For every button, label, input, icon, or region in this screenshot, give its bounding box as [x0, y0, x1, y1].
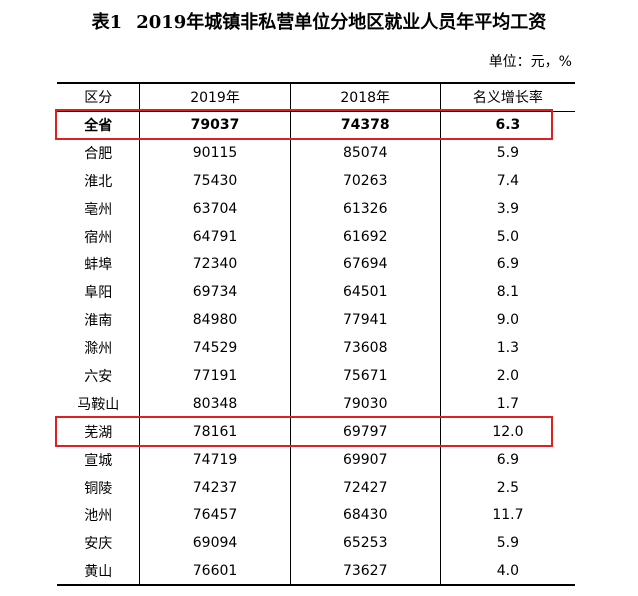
wage-2019-cell: 80348: [139, 389, 291, 418]
table-row: 淮南 84980 77941 9.0: [57, 306, 575, 335]
table-row: 亳州 63704 61326 3.9: [57, 194, 575, 223]
wage-2019-cell: 76457: [139, 501, 291, 530]
table-title-text: 2019年城镇非私营单位分地区就业人员年平均工资: [136, 12, 547, 33]
wage-2019-cell: 79037: [139, 111, 291, 139]
growth-rate-cell: 1.7: [439, 389, 575, 418]
page-title: 表1 2019年城镇非私营单位分地区就业人员年平均工资: [0, 8, 638, 34]
region-cell: 池州: [84, 508, 113, 525]
region-cell: 淮北: [84, 173, 113, 190]
wage-2019-cell: 63704: [139, 194, 291, 223]
wage-2019-cell: 72340: [139, 250, 291, 279]
header-region: 区分: [57, 82, 140, 112]
wage-2018-cell: 73627: [289, 557, 441, 587]
header-row: 区分 2019年 2018年 名义增长率: [57, 82, 575, 112]
table-row: 阜阳 69734 64501 8.1: [57, 278, 575, 307]
table-number: 表1: [91, 12, 123, 33]
table-row: 合肥 90115 85074 5.9: [57, 138, 575, 167]
table-row: 马鞍山 80348 79030 1.7: [57, 389, 575, 418]
growth-rate-cell: 5.9: [439, 529, 575, 558]
wage-2018-cell: 74378: [289, 111, 441, 139]
header-growth-rate: 名义增长率: [439, 82, 575, 112]
wage-2018-cell: 85074: [289, 138, 441, 167]
region-cell: 蚌埠: [84, 257, 113, 274]
region-cell: 黄山: [57, 557, 140, 587]
region-cell: 铜陵: [84, 480, 113, 497]
wage-2018-cell: 70263: [289, 166, 441, 195]
wage-2018-cell: 77941: [289, 306, 441, 335]
wage-2018-cell: 61692: [289, 222, 441, 251]
growth-rate-cell: 6.9: [439, 250, 575, 279]
region-cell: 淮南: [84, 313, 113, 330]
wage-2019-cell: 90115: [139, 138, 291, 167]
header-2018: 2018年: [289, 82, 441, 112]
wage-2018-cell: 61326: [289, 194, 441, 223]
growth-rate-cell: 5.9: [439, 138, 575, 167]
wage-2018-cell: 65253: [289, 529, 441, 558]
table-row: 安庆 69094 65253 5.9: [57, 529, 575, 558]
table-row: 宣城 74719 69907 6.9: [57, 445, 575, 474]
growth-rate-cell: 4.0: [439, 557, 575, 587]
region-cell: 宿州: [84, 229, 113, 246]
wage-2019-cell: 78161: [139, 417, 291, 446]
region-cell: 马鞍山: [77, 396, 120, 413]
wage-2018-cell: 69907: [289, 445, 441, 474]
region-cell: 安庆: [84, 536, 113, 553]
region-cell: 宣城: [84, 452, 113, 469]
growth-rate-cell: 6.9: [439, 445, 575, 474]
wage-2019-cell: 64791: [139, 222, 291, 251]
wage-2019-cell: 76601: [139, 557, 291, 587]
table-row: 芜湖 78161 69797 12.0: [57, 417, 575, 446]
wage-2018-cell: 75671: [289, 362, 441, 390]
growth-rate-cell: 12.0: [439, 417, 575, 446]
growth-rate-cell: 2.5: [439, 473, 575, 502]
growth-rate-cell: 11.7: [439, 501, 575, 530]
wage-2019-cell: 74719: [139, 445, 291, 474]
unit-note: 单位：元，%: [488, 54, 572, 70]
table-row: 黄山 76601 73627 4.0: [57, 557, 575, 587]
region-cell: 合肥: [84, 145, 113, 162]
table-row: 铜陵 74237 72427 2.5: [57, 473, 575, 502]
wage-2019-cell: 77191: [139, 362, 291, 390]
region-cell: 六安: [84, 368, 113, 385]
growth-rate-cell: 7.4: [439, 166, 575, 195]
wage-2019-cell: 75430: [139, 166, 291, 195]
wage-2018-cell: 68430: [289, 501, 441, 530]
region-cell: 芜湖: [84, 424, 113, 441]
wage-2018-cell: 73608: [289, 334, 441, 363]
table-body: 全省 79037 74378 6.3 合肥 90115 85074 5.9 淮北 75430 702…: [57, 111, 575, 587]
growth-rate-cell: 6.3: [439, 111, 575, 139]
table-row: 六安 77191 75671 2.0: [57, 362, 575, 390]
region-cell: 亳州: [84, 201, 113, 218]
growth-rate-cell: 8.1: [439, 278, 575, 307]
wage-2019-cell: 69094: [139, 529, 291, 558]
growth-rate-cell: 9.0: [439, 306, 575, 335]
wage-2018-cell: 72427: [289, 473, 441, 502]
region-cell: 阜阳: [84, 285, 113, 302]
region-cell: 滁州: [84, 341, 113, 358]
wage-2018-cell: 79030: [289, 389, 441, 418]
table-row: 淮北 75430 70263 7.4: [57, 166, 575, 195]
wage-2019-cell: 69734: [139, 278, 291, 307]
table-row: 滁州 74529 73608 1.3: [57, 334, 575, 363]
wage-2019-cell: 74237: [139, 473, 291, 502]
growth-rate-cell: 2.0: [439, 362, 575, 390]
table-row: 全省 79037 74378 6.3: [57, 111, 575, 139]
wage-2018-cell: 67694: [289, 250, 441, 279]
region-cell: 全省: [84, 118, 113, 135]
growth-rate-cell: 5.0: [439, 222, 575, 251]
header-2019: 2019年: [139, 82, 291, 112]
wage-2019-cell: 74529: [139, 334, 291, 363]
wage-table: 区分 2019年 2018年 名义增长率 全省 79037 74378 6.3 合肥 90…: [57, 82, 575, 587]
wage-2019-cell: 84980: [139, 306, 291, 335]
table-header: 区分 2019年 2018年 名义增长率: [57, 82, 575, 112]
growth-rate-cell: 1.3: [439, 334, 575, 363]
wage-2018-cell: 69797: [289, 417, 441, 446]
table-row: 宿州 64791 61692 5.0: [57, 222, 575, 251]
table-row: 池州 76457 68430 11.7: [57, 501, 575, 530]
growth-rate-cell: 3.9: [439, 194, 575, 223]
table-row: 蚌埠 72340 67694 6.9: [57, 250, 575, 279]
wage-2018-cell: 64501: [289, 278, 441, 307]
